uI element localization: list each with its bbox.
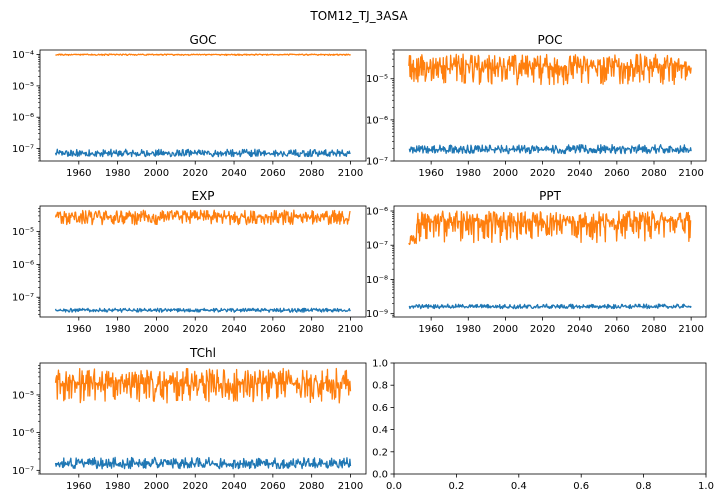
y-tick-label: 10⁻⁷ [12,144,34,155]
x-tick-label: 2020 [530,168,555,179]
x-tick-label: 2100 [338,324,363,335]
y-tick-label: 0.0 [372,470,388,481]
x-tick-label: 1980 [105,481,130,492]
x-tick-label: 2000 [144,168,169,179]
y-tick-label: 10⁻⁶ [12,260,34,271]
x-tick-label: 0.6 [573,481,589,492]
x-tick-label: 2020 [183,168,208,179]
subplot-ppt: PPT 1960 1980 2000 2020 2040 2060 2080 2100 10⁻⁹ 1… [366,189,707,335]
x-tick-label: 1.0 [698,481,714,492]
y-tick-label: 1.0 [372,359,388,370]
x-tick-label: 0.4 [511,481,527,492]
x-tick-label: 1980 [456,324,481,335]
subplot-title: POC [537,33,562,47]
y-tick-label: 0.4 [372,425,388,436]
x-tick-label: 2100 [678,324,703,335]
series-line-blue [408,143,692,155]
x-tick-label: 1980 [105,168,130,179]
axes-frame [39,205,367,318]
y-tick-label: 10⁻⁶ [12,113,34,124]
subplot-goc: GOC 1960 1980 2000 2020 2040 2060 2080 2100 10⁻⁷ 1… [12,33,367,179]
y-tick-label: 10⁻⁶ [366,207,388,218]
x-tick-label: 1960 [418,168,443,179]
x-tick-label: 2080 [641,168,666,179]
x-tick-label: 0.2 [448,481,464,492]
y-tick-label: 10⁻⁷ [12,293,34,304]
x-tick-label: 0.0 [386,481,402,492]
series-line-blue [54,307,351,313]
x-tick-label: 2040 [567,324,592,335]
x-tick-label: 2000 [144,481,169,492]
subplot-title: PPT [539,189,561,203]
subplot-title: TChl [189,346,216,360]
y-tick-label: 10⁻⁸ [366,275,388,286]
x-tick-label: 2040 [221,324,246,335]
y-tick-label: 10⁻⁵ [366,74,388,85]
x-tick-label: 2100 [678,168,703,179]
y-tick-label: 10⁻⁷ [12,466,34,477]
x-tick-label: 1980 [456,168,481,179]
y-tick-label: 10⁻⁷ [366,157,388,168]
x-tick-label: 1960 [66,168,91,179]
subplot-title: EXP [191,189,214,203]
x-tick-label: 2080 [299,168,324,179]
y-tick-label: 0.8 [372,381,388,392]
series-line-orange [408,53,692,86]
x-tick-label: 2040 [221,168,246,179]
x-tick-label: 2060 [260,168,285,179]
x-tick-label: 2020 [183,324,208,335]
y-tick-label: 10⁻⁵ [12,81,34,92]
x-tick-label: 2060 [604,168,629,179]
x-tick-label: 0.8 [636,481,652,492]
x-tick-label: 2060 [260,481,285,492]
y-tick-label: 10⁻⁶ [12,428,34,439]
x-tick-label: 2080 [641,324,666,335]
axes-frame [393,362,707,475]
y-tick-label: 10⁻⁷ [366,241,388,252]
y-tick-label: 10⁻⁴ [12,50,34,61]
y-tick-label: 10⁻⁹ [366,309,388,320]
x-tick-label: 2020 [183,481,208,492]
series-line-blue [408,303,692,310]
x-tick-label: 1960 [418,324,443,335]
x-tick-label: 2080 [299,324,324,335]
axes-frame [393,205,707,318]
x-tick-label: 2060 [260,324,285,335]
subplot-title: GOC [189,33,216,47]
x-tick-label: 2080 [299,481,324,492]
y-tick-label: 10⁻⁵ [12,227,34,238]
series-line-orange [55,53,351,57]
x-tick-label: 2060 [604,324,629,335]
y-tick-label: 10⁻⁵ [12,390,34,401]
x-tick-label: 1960 [66,324,91,335]
x-tick-label: 1960 [66,481,91,492]
series-line-orange [54,209,351,226]
axes-frame [39,49,367,162]
subplot-tchl: TChl 1960 1980 2000 2020 2040 2060 2080 2100 10⁻⁷… [12,346,367,492]
x-tick-label: 2000 [144,324,169,335]
series-line-orange [54,367,352,404]
series-line-orange [408,210,692,246]
figure-suptitle: TOM12_TJ_3ASA [309,9,408,23]
y-tick-label: 0.6 [372,403,388,414]
x-tick-label: 1980 [105,324,130,335]
x-tick-label: 2000 [493,324,518,335]
subplot-exp: EXP 1960 1980 2000 2020 2040 2060 2080 2100 10⁻⁷ 1… [12,189,367,335]
y-tick-label: 0.2 [372,447,388,458]
x-tick-label: 2040 [221,481,246,492]
x-tick-label: 2100 [338,168,363,179]
x-tick-label: 2100 [338,481,363,492]
series-line-blue [54,456,352,470]
subplot-poc: POC 1960 1980 2000 2020 2040 2060 2080 2100 10⁻⁷ 1… [366,33,707,179]
y-tick-label: 10⁻⁶ [366,115,388,126]
x-tick-label: 2020 [530,324,555,335]
subplot-empty: 0.0 0.2 0.4 0.6 0.8 1.0 0.0 0.2 0.4 0.6 0.8 1.0 [372,359,714,493]
axes-frame [393,49,707,162]
x-tick-label: 2000 [493,168,518,179]
series-line-blue [54,148,351,158]
axes-frame [39,362,367,475]
x-tick-label: 2040 [567,168,592,179]
